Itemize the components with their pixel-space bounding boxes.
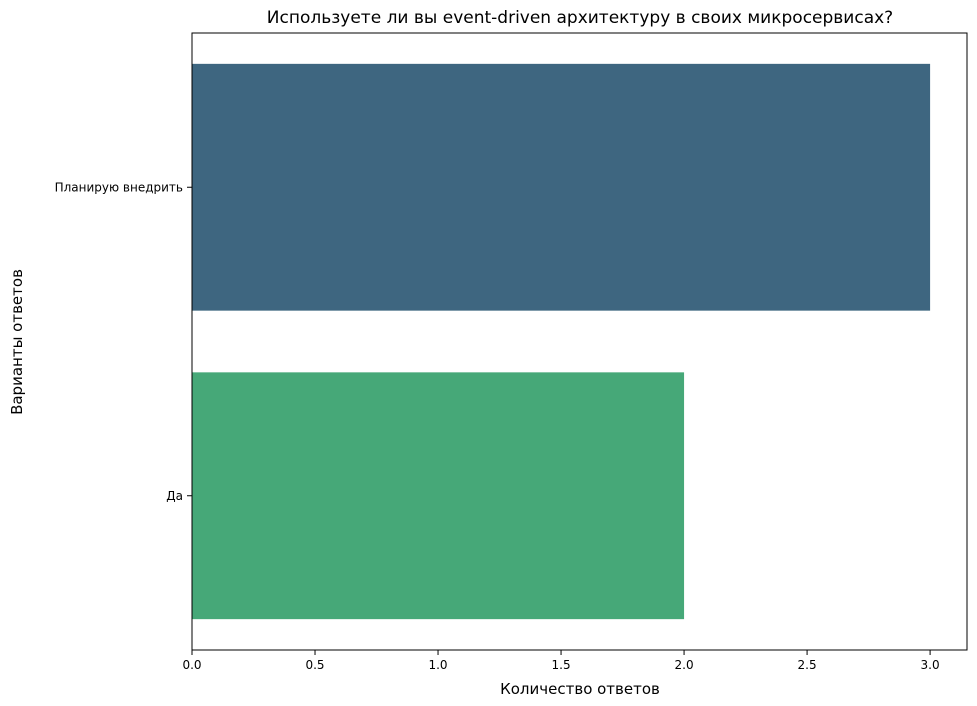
x-axis-ticks: 0.0 0.5 1.0 1.5 2.0 2.5 3.0	[182, 650, 940, 672]
y-axis-label: Варианты ответов	[8, 269, 26, 415]
x-tick-label-0: 0.0	[182, 658, 201, 672]
x-tick-label-2: 1.0	[428, 658, 447, 672]
chart-title: Используете ли вы event-driven архитекту…	[267, 8, 893, 28]
y-tick-label-0: Планирую внедрить	[55, 180, 183, 194]
x-tick-label-3: 1.5	[552, 658, 571, 672]
x-tick-label-4: 2.0	[675, 658, 694, 672]
y-axis-ticks: Планирую внедрить Да	[55, 180, 192, 503]
x-tick-label-1: 0.5	[305, 658, 324, 672]
bars-group	[192, 63, 931, 620]
x-tick-label-6: 3.0	[921, 658, 940, 672]
bar-0	[192, 63, 931, 311]
x-axis-label: Количество ответов	[500, 680, 660, 698]
y-tick-label-1: Да	[166, 489, 183, 503]
bar-1	[192, 372, 685, 620]
plot-frame	[191, 32, 968, 651]
x-tick-label-5: 2.5	[798, 658, 817, 672]
